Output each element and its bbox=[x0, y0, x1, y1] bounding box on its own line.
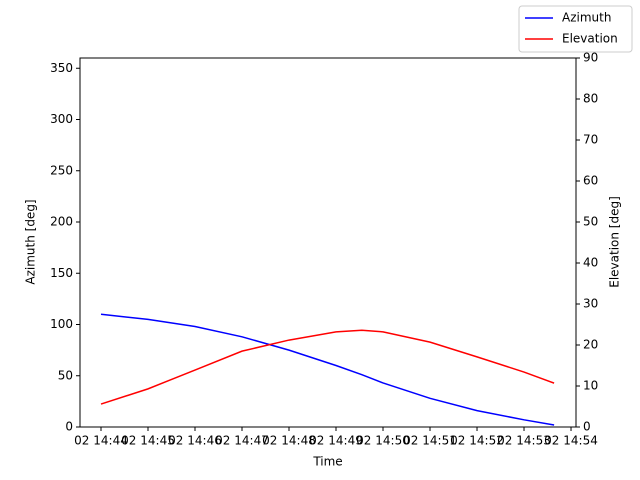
y2-tick-label: 90 bbox=[583, 51, 598, 65]
series-line bbox=[100, 329, 555, 405]
x-tick-label: 02 14:50 bbox=[356, 434, 410, 448]
x-tick-label: 02 14:49 bbox=[309, 434, 363, 448]
x-axis-label: Time bbox=[312, 455, 342, 469]
x-tick-label: 02 14:54 bbox=[544, 434, 598, 448]
y-tick-label: 150 bbox=[50, 266, 73, 280]
plot-frame bbox=[79, 57, 577, 428]
y2-tick-label: 20 bbox=[583, 338, 598, 352]
y2-tick-label: 80 bbox=[583, 92, 598, 106]
x-tick-label: 02 14:51 bbox=[403, 434, 457, 448]
y2-tick-label: 10 bbox=[583, 379, 598, 393]
x-tick-label: 02 14:48 bbox=[262, 434, 316, 448]
y2-tick-label: 40 bbox=[583, 256, 598, 270]
x-tick-label: 02 14:45 bbox=[121, 434, 175, 448]
y2-axis-label: Elevation [deg] bbox=[608, 196, 622, 288]
x-tick-label: 02 14:53 bbox=[497, 434, 551, 448]
legend-label: Azimuth bbox=[562, 11, 611, 25]
y-tick-label: 200 bbox=[50, 215, 73, 229]
y-tick-label: 100 bbox=[50, 317, 73, 331]
legend-label: Elevation bbox=[562, 32, 618, 46]
y-tick-label: 50 bbox=[58, 368, 73, 382]
series-line bbox=[100, 313, 555, 426]
x-tick-label: 02 14:47 bbox=[215, 434, 269, 448]
y-tick-label: 250 bbox=[50, 163, 73, 177]
y-tick-label: 0 bbox=[65, 420, 73, 434]
y2-tick-label: 0 bbox=[583, 420, 591, 434]
y2-tick-label: 50 bbox=[583, 215, 598, 229]
y-tick-label: 350 bbox=[50, 61, 73, 75]
x-tick-label: 02 14:46 bbox=[168, 434, 222, 448]
y2-tick-label: 70 bbox=[583, 133, 598, 147]
y2-tick-label: 30 bbox=[583, 297, 598, 311]
x-tick-label: 02 14:44 bbox=[74, 434, 128, 448]
y-axis-label: Azimuth [deg] bbox=[24, 199, 38, 284]
x-tick-label: 02 14:52 bbox=[450, 434, 504, 448]
y2-tick-label: 60 bbox=[583, 174, 598, 188]
y-tick-label: 300 bbox=[50, 112, 73, 126]
